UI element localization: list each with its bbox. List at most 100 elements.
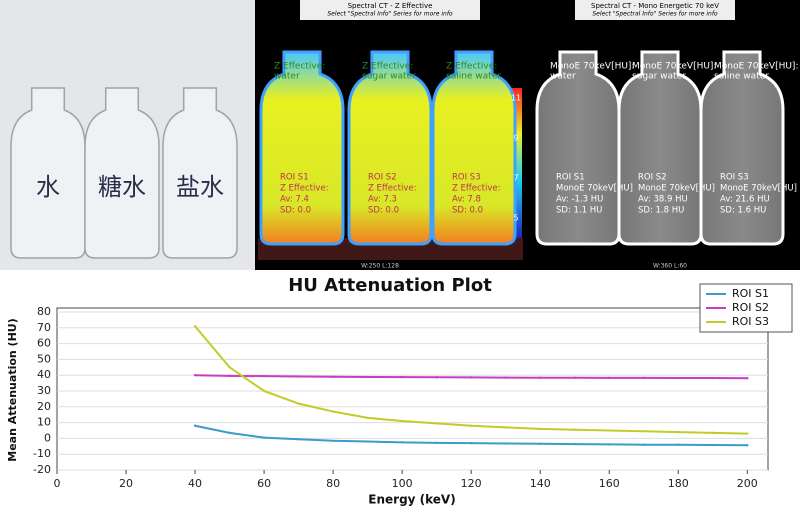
point [677, 443, 680, 446]
point [711, 443, 714, 447]
bottle-handwriting: 水 [36, 173, 60, 201]
roi-text: ROI S2 [368, 173, 397, 183]
point [539, 442, 542, 445]
point [262, 374, 266, 378]
roi-text: ROI S1 [280, 173, 309, 183]
window-level: W:360 L:60 [653, 263, 687, 270]
bottle-label: saline water [714, 72, 769, 82]
point [435, 422, 438, 425]
point [435, 376, 438, 379]
roi-text: Av: 7.3 [368, 195, 397, 205]
roi-text: SD: 1.8 HU [638, 206, 684, 216]
texts: 水糖水 盐水Spectral CT - Z EffectiveSelect "Sp… [36, 2, 798, 270]
x-axis-title: Energy (keV) [368, 493, 455, 507]
bottle-label: Z Effective: [362, 62, 413, 72]
glass-bottle [10, 87, 86, 259]
point [297, 402, 300, 405]
point [228, 374, 231, 378]
x-tick-label: 0 [54, 477, 61, 490]
ct-bottle [617, 50, 703, 246]
point [608, 429, 611, 432]
ct-header: Spectral CT - Mono Energetic 70 keV [591, 2, 719, 10]
point [435, 441, 438, 445]
point [228, 366, 231, 369]
point [573, 442, 576, 446]
roi-text: ROI S3 [452, 173, 481, 183]
point [331, 375, 335, 378]
bottle-label: water [550, 72, 576, 82]
y-tick-label: 30 [37, 384, 51, 397]
ct-header: Spectral CT - Z Effective [348, 2, 433, 10]
roi-text: SD: 1.1 HU [556, 206, 602, 216]
y-tick-label: -20 [33, 463, 51, 476]
y-tick-label: 60 [37, 337, 51, 350]
point [262, 436, 266, 439]
point [642, 376, 645, 380]
roi-text: Av: 7.4 [280, 195, 309, 205]
point [469, 441, 473, 445]
x-tick-label: 80 [326, 477, 340, 490]
bottle-label: sugar water [362, 72, 416, 82]
point [711, 376, 714, 380]
roi-text: Z Effective: [280, 184, 328, 194]
point [573, 376, 576, 379]
x-tick-label: 160 [599, 477, 620, 490]
scale-tick: 9 [513, 134, 518, 143]
legend-label: ROI S2 [732, 301, 769, 314]
bottle-label: MonoE 70keV[HU]: [550, 62, 634, 72]
x-tick-label: 100 [392, 477, 413, 490]
roi-text: SD: 0.0 [452, 206, 483, 216]
roi-text: ROI S3 [720, 173, 749, 183]
y-tick-label: 70 [37, 321, 51, 334]
bottles [10, 50, 785, 259]
scale-tick: 11 [511, 94, 521, 103]
ct-bottle [431, 50, 517, 246]
point [608, 376, 611, 380]
y-tick-label: 10 [37, 416, 51, 429]
ct-subheader: Select "Spectral Info" Series for more i… [327, 11, 453, 18]
point [366, 440, 369, 443]
roi-text: Av: 21.6 HU [720, 195, 770, 205]
point [297, 437, 300, 441]
x-tick-label: 60 [257, 477, 271, 490]
bottle-label: saline water [446, 72, 501, 82]
y-tick-label: 50 [37, 352, 51, 365]
ct-bottle [699, 50, 785, 246]
window-level: W:250 L:128 [361, 263, 399, 270]
bottle-label: MonoE 70keV[HU]: [632, 62, 716, 72]
point [504, 376, 507, 379]
bottle-label: MonoE 70keV[HU]: [714, 62, 798, 72]
x-tick-label: 120 [461, 477, 482, 490]
point [608, 443, 611, 446]
x-tick-label: 180 [668, 477, 689, 490]
roi-text: Av: 38.9 HU [638, 195, 688, 205]
point [297, 375, 300, 378]
roi-text: SD: 0.0 [280, 206, 311, 216]
point [504, 442, 507, 445]
point [469, 424, 473, 427]
glass-bottle [84, 87, 160, 259]
y-tick-label: -10 [33, 447, 51, 460]
point [746, 432, 749, 435]
bottle-label: Z Effective: [446, 62, 497, 72]
roi-text: MonoE 70keV[HU] [720, 184, 797, 194]
roi-text: MonoE 70keV[HU] [556, 184, 633, 194]
point [366, 416, 369, 420]
y-axis-title: Mean Attenuation (HU) [6, 318, 19, 462]
point [504, 426, 507, 429]
bottle-label: Z Effective: [274, 62, 325, 72]
point [228, 431, 231, 435]
point [642, 443, 645, 446]
roi-text: SD: 1.6 HU [720, 206, 766, 216]
point [400, 441, 404, 444]
roi-text: Av: 7.8 [452, 195, 481, 205]
bottle-label: water [274, 72, 300, 82]
bottle-label: sugar water [632, 72, 686, 82]
roi-text: SD: 0.0 [368, 206, 399, 216]
ct-bottle [347, 50, 433, 246]
point [400, 419, 404, 423]
point [400, 375, 404, 379]
legend-label: ROI S3 [732, 315, 769, 328]
point [677, 430, 680, 434]
